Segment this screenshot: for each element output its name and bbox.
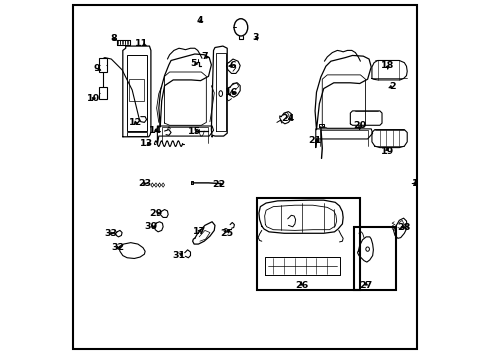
Bar (257, 198, 359, 290)
Text: 32: 32 (111, 243, 124, 252)
Text: 21: 21 (308, 136, 321, 145)
Text: 13: 13 (140, 139, 153, 148)
Text: 24: 24 (281, 113, 294, 122)
Text: 1: 1 (411, 179, 418, 188)
Text: 7: 7 (201, 52, 208, 61)
Bar (354, 227, 395, 290)
Text: 3: 3 (251, 33, 258, 42)
Text: 12: 12 (128, 118, 142, 127)
Text: 6: 6 (229, 61, 236, 70)
Text: 14: 14 (148, 126, 162, 135)
Text: 4: 4 (196, 16, 203, 25)
Text: 17: 17 (192, 227, 206, 236)
Text: 15: 15 (187, 126, 200, 135)
Text: 10: 10 (86, 94, 100, 103)
Text: 31: 31 (172, 251, 185, 260)
Text: 33: 33 (104, 229, 118, 238)
Text: 8: 8 (111, 34, 117, 43)
Text: 22: 22 (212, 180, 225, 189)
Text: 9: 9 (93, 64, 100, 73)
Ellipse shape (234, 19, 247, 36)
Text: 28: 28 (396, 223, 409, 232)
Bar (127, 55, 146, 131)
Text: 5: 5 (190, 59, 196, 68)
Text: 27: 27 (359, 281, 372, 289)
Bar (127, 132, 146, 136)
Text: 16: 16 (225, 88, 238, 97)
Text: 20: 20 (352, 122, 366, 130)
Text: 19: 19 (380, 147, 393, 156)
Text: 29: 29 (149, 209, 163, 217)
Text: 18: 18 (380, 61, 394, 70)
Bar (129, 79, 144, 101)
Text: 26: 26 (294, 281, 307, 289)
Text: 11: 11 (135, 39, 148, 48)
Text: 2: 2 (388, 82, 395, 91)
Text: 30: 30 (144, 222, 157, 231)
Text: 25: 25 (220, 229, 233, 238)
Bar (99, 87, 107, 99)
Text: 23: 23 (138, 179, 151, 188)
Bar (99, 58, 107, 72)
